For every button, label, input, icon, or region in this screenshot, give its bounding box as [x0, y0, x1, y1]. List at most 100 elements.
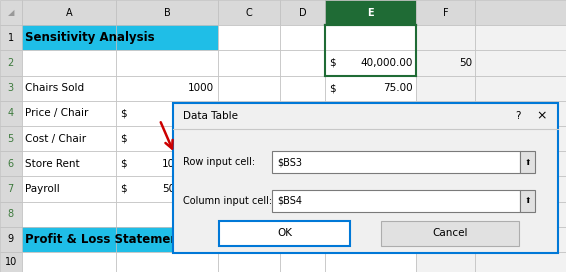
Bar	[280, 227, 325, 252]
Bar	[475, 227, 566, 252]
Text: A: A	[66, 8, 72, 18]
Text: 50,000.00: 50,000.00	[162, 184, 215, 194]
Bar	[280, 151, 325, 176]
Bar	[116, 227, 218, 252]
Text: 2: 2	[7, 58, 14, 68]
Text: 8: 8	[8, 209, 14, 219]
Bar	[325, 151, 416, 176]
Bar	[475, 252, 566, 272]
Bar	[0, 252, 22, 272]
Bar	[22, 76, 116, 101]
Bar	[475, 25, 566, 50]
Text: Chairs Sold: Chairs Sold	[25, 83, 84, 93]
Bar	[520, 152, 535, 173]
Bar	[280, 202, 325, 227]
Bar	[218, 76, 280, 101]
Text: $: $	[121, 108, 127, 118]
Text: $: $	[121, 134, 127, 144]
Bar	[116, 151, 218, 176]
Text: 50: 50	[459, 58, 472, 68]
Text: Price / Chair: Price / Chair	[25, 108, 89, 118]
Bar	[116, 50, 218, 76]
Text: Payroll: Payroll	[25, 184, 60, 194]
Text: E: E	[367, 8, 374, 18]
Text: 3: 3	[8, 83, 14, 93]
Bar	[22, 227, 116, 252]
Bar	[218, 252, 280, 272]
Text: ×: ×	[537, 110, 547, 123]
Text: 5: 5	[7, 134, 14, 144]
Bar	[475, 50, 566, 76]
Text: ?: ?	[515, 111, 521, 121]
Text: B: B	[164, 8, 170, 18]
Text: 4: 4	[8, 108, 14, 118]
Bar	[272, 190, 520, 212]
Bar	[116, 176, 218, 202]
Bar	[325, 50, 416, 76]
Bar	[416, 0, 475, 25]
Bar	[325, 227, 416, 252]
Bar	[475, 0, 566, 25]
Text: Profit & Loss Statement: Profit & Loss Statement	[25, 233, 185, 246]
Bar	[416, 252, 475, 272]
Bar	[22, 126, 116, 151]
Bar	[22, 151, 116, 176]
Bar	[416, 101, 475, 126]
Bar	[218, 176, 280, 202]
Bar	[416, 202, 475, 227]
Text: 50.00: 50.00	[185, 134, 215, 144]
Bar	[173, 103, 558, 253]
Text: Sensitivity Analysis: Sensitivity Analysis	[25, 31, 155, 44]
Bar	[0, 101, 22, 126]
Bar	[218, 0, 280, 25]
Bar	[0, 25, 22, 50]
Text: 6: 6	[8, 159, 14, 169]
Bar	[325, 252, 416, 272]
Bar	[116, 101, 218, 126]
Bar	[416, 76, 475, 101]
Bar	[280, 252, 325, 272]
Bar	[218, 126, 280, 151]
Text: Cancel: Cancel	[432, 228, 468, 238]
Bar	[325, 25, 416, 50]
Text: 150.00: 150.00	[178, 108, 215, 118]
Text: Cost / Chair: Cost / Chair	[25, 134, 87, 144]
Bar	[325, 0, 416, 25]
Bar	[280, 176, 325, 202]
Bar	[416, 227, 475, 252]
Bar	[0, 202, 22, 227]
Bar	[325, 176, 416, 202]
Text: C: C	[246, 8, 252, 18]
Text: ◢: ◢	[7, 8, 14, 17]
Text: $: $	[329, 58, 336, 68]
Text: 9: 9	[8, 234, 14, 244]
Bar	[325, 101, 416, 126]
Bar	[416, 50, 475, 76]
Text: 10: 10	[5, 257, 17, 267]
Bar	[325, 126, 416, 151]
Bar	[0, 126, 22, 151]
Bar	[280, 101, 325, 126]
Bar	[0, 0, 22, 25]
Bar	[0, 50, 22, 76]
Bar	[416, 126, 475, 151]
Bar	[475, 76, 566, 101]
Bar	[520, 190, 535, 212]
Text: 1: 1	[8, 33, 14, 43]
Text: 10,000.00: 10,000.00	[162, 159, 215, 169]
Text: D: D	[299, 8, 307, 18]
Text: $BS3: $BS3	[277, 157, 302, 167]
Bar	[0, 151, 22, 176]
Bar	[22, 176, 116, 202]
Bar	[22, 50, 116, 76]
Bar	[116, 0, 218, 25]
Bar	[475, 202, 566, 227]
Bar	[218, 25, 280, 50]
Bar	[116, 126, 218, 151]
Text: 75.00: 75.00	[383, 83, 413, 93]
Text: F: F	[443, 8, 448, 18]
Bar	[22, 252, 116, 272]
Text: Column input cell:: Column input cell:	[183, 196, 272, 206]
Bar	[218, 202, 280, 227]
Bar	[416, 25, 475, 50]
